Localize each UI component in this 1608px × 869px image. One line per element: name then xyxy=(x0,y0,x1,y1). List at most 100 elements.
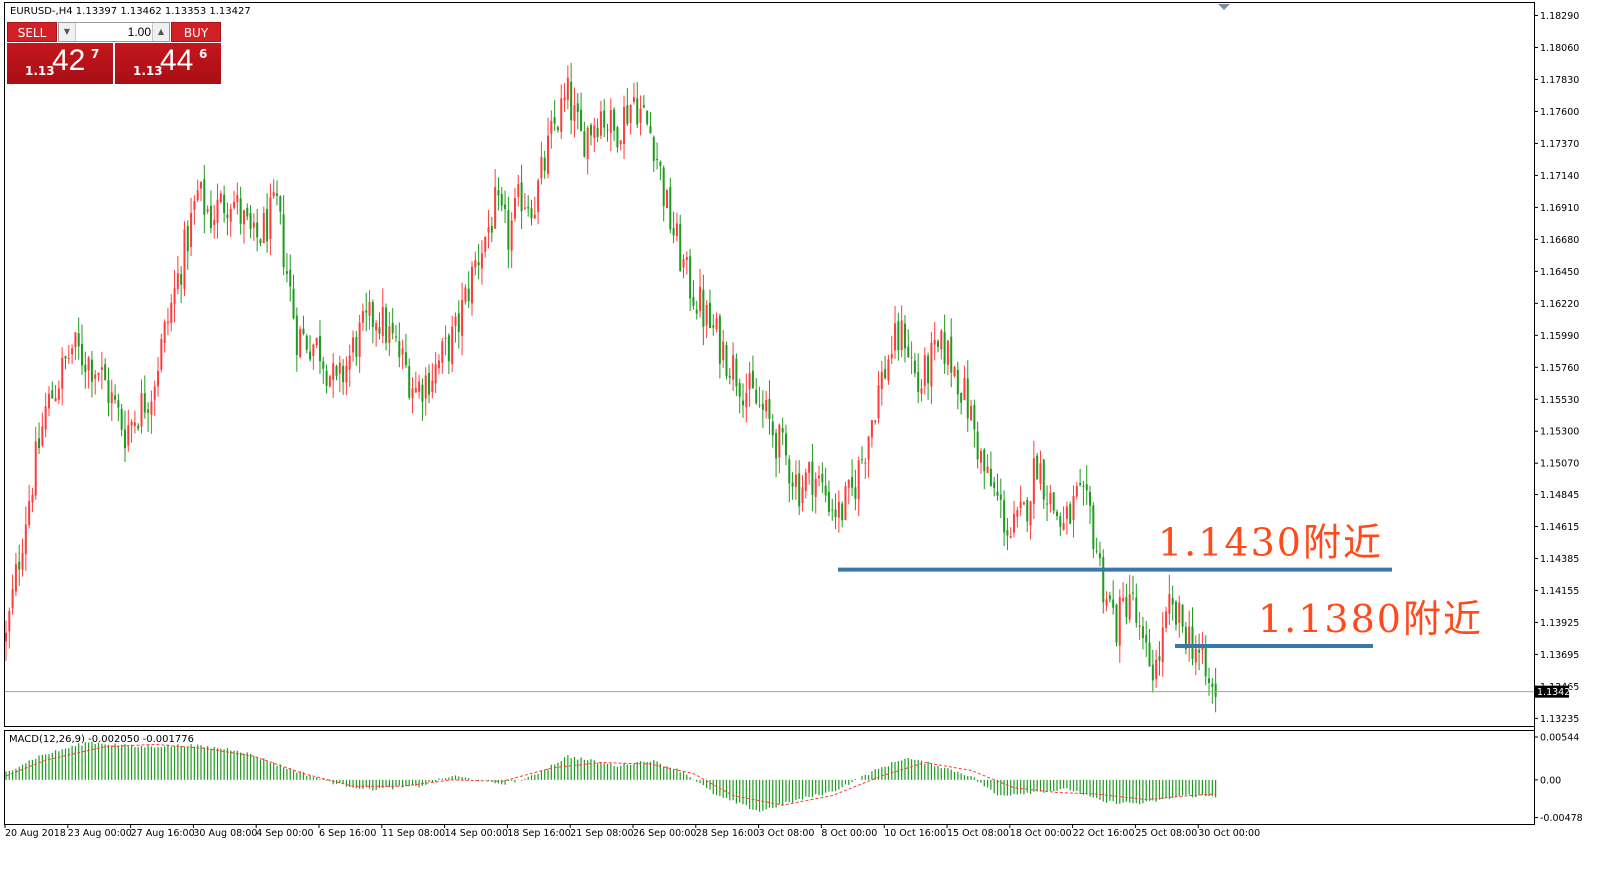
candle-body xyxy=(11,588,14,609)
time-axis-label: 20 Aug 2018 xyxy=(5,828,66,839)
candle-body xyxy=(669,187,672,230)
price-axis-label: 1.14615 xyxy=(1540,522,1579,533)
candle-body xyxy=(100,367,103,370)
support-levels[interactable]: 1.1430附近 1.1380附近 xyxy=(838,521,1483,649)
candle-body xyxy=(623,106,626,145)
candle-body xyxy=(193,201,196,210)
candle-body xyxy=(682,259,685,268)
candle-body xyxy=(1178,602,1181,623)
candle-body xyxy=(1108,595,1111,600)
lot-size-input[interactable] xyxy=(76,23,153,41)
candle-body xyxy=(963,377,966,401)
candle-body xyxy=(507,210,510,250)
candle-body xyxy=(517,183,520,197)
candle-body xyxy=(1194,648,1197,663)
candle-body xyxy=(794,474,797,487)
candle-body xyxy=(933,339,936,345)
candle-body xyxy=(1174,601,1177,625)
candle-body xyxy=(1089,491,1092,506)
price-axis-label: 1.13695 xyxy=(1540,650,1579,661)
macd-label: MACD(12,26,9) -0.002050 -0.001776 xyxy=(9,734,194,745)
candle-body xyxy=(94,374,97,379)
candle-body xyxy=(120,408,123,430)
candle-body xyxy=(907,346,910,357)
candle-body xyxy=(1105,599,1108,606)
time-axis-label: 25 Oct 08:00 xyxy=(1135,828,1197,839)
sell-price-button[interactable]: 1.13 42 7 xyxy=(7,43,113,84)
price-panel-frame xyxy=(4,2,1535,727)
candle-body xyxy=(259,239,262,244)
candle-body xyxy=(285,271,288,274)
sell-price-pip: 7 xyxy=(91,47,100,61)
candle-body xyxy=(1075,485,1078,497)
lot-decrease-button[interactable]: ▼ xyxy=(59,23,76,41)
chart-shift-marker[interactable] xyxy=(1218,4,1230,10)
price-axis-label: 1.15760 xyxy=(1540,363,1579,374)
current-price-box xyxy=(1535,685,1569,698)
candle-body xyxy=(586,127,589,160)
candle-body xyxy=(494,187,497,229)
price-axis-label: 1.16450 xyxy=(1540,267,1579,278)
candle-body xyxy=(150,401,153,415)
candle-body xyxy=(811,461,814,495)
buy-button[interactable]: BUY xyxy=(171,22,221,42)
candle-body xyxy=(467,288,470,302)
candle-body xyxy=(54,397,57,402)
candle-body xyxy=(1062,522,1065,530)
time-axis-label: 8 Oct 00:00 xyxy=(821,828,877,839)
candle-body xyxy=(242,210,245,225)
candle-body xyxy=(404,352,407,366)
candle-body xyxy=(735,358,738,387)
candle-body xyxy=(718,316,721,364)
candle-body xyxy=(1052,492,1055,511)
candle-body xyxy=(983,449,986,472)
candle-body xyxy=(857,460,860,500)
candle-body xyxy=(870,420,873,438)
time-axis-label: 30 Oct 00:00 xyxy=(1198,828,1260,839)
candle-body xyxy=(1102,557,1105,603)
candle-body xyxy=(1184,627,1187,650)
candle-body xyxy=(474,260,477,268)
candle-body xyxy=(814,478,817,497)
time-axis-label: 18 Sep 16:00 xyxy=(507,828,570,839)
buy-price-button[interactable]: 1.13 44 6 xyxy=(115,43,221,84)
candle-body xyxy=(626,105,629,124)
candle-body xyxy=(596,127,599,138)
candle-body xyxy=(913,360,916,374)
candle-body xyxy=(130,421,133,426)
candle-body xyxy=(1112,599,1115,608)
candle-body xyxy=(606,129,609,131)
candle-body xyxy=(728,375,731,378)
candle-body xyxy=(1059,516,1062,527)
candle-body xyxy=(864,462,867,464)
lot-increase-button[interactable]: ▲ xyxy=(152,23,169,41)
candle-body xyxy=(791,482,794,487)
candle-body xyxy=(824,485,827,496)
one-click-trading-panel: SELL ▼ ▲ BUY 1.13 42 7 1.13 44 6 xyxy=(7,22,221,84)
candle-body xyxy=(860,459,863,461)
price-axis-label: 1.13925 xyxy=(1540,618,1579,629)
candle-body xyxy=(8,610,11,632)
price-axis[interactable]: 1.18290 1.18060 1.17830 1.17600 1.17370 1.171… xyxy=(1534,11,1579,725)
candle-body xyxy=(900,320,903,351)
candle-body xyxy=(1165,611,1168,629)
time-axis-label: 30 Aug 08:00 xyxy=(193,828,257,839)
candle-body xyxy=(699,286,702,312)
candle-body xyxy=(183,229,186,289)
candle-body xyxy=(249,212,252,230)
sell-button[interactable]: SELL xyxy=(7,22,57,42)
candle-body xyxy=(1208,678,1211,683)
candle-body xyxy=(180,273,183,285)
candle-body xyxy=(999,494,1002,500)
candle-body xyxy=(642,105,645,108)
candle-body xyxy=(1003,500,1006,533)
time-axis-label: 14 Sep 00:00 xyxy=(445,828,508,839)
candle-body xyxy=(616,127,619,148)
candle-body xyxy=(414,388,417,393)
candle-body xyxy=(391,322,394,334)
candle-body xyxy=(927,355,930,384)
candle-body xyxy=(1009,536,1012,538)
candle-body xyxy=(775,433,778,459)
